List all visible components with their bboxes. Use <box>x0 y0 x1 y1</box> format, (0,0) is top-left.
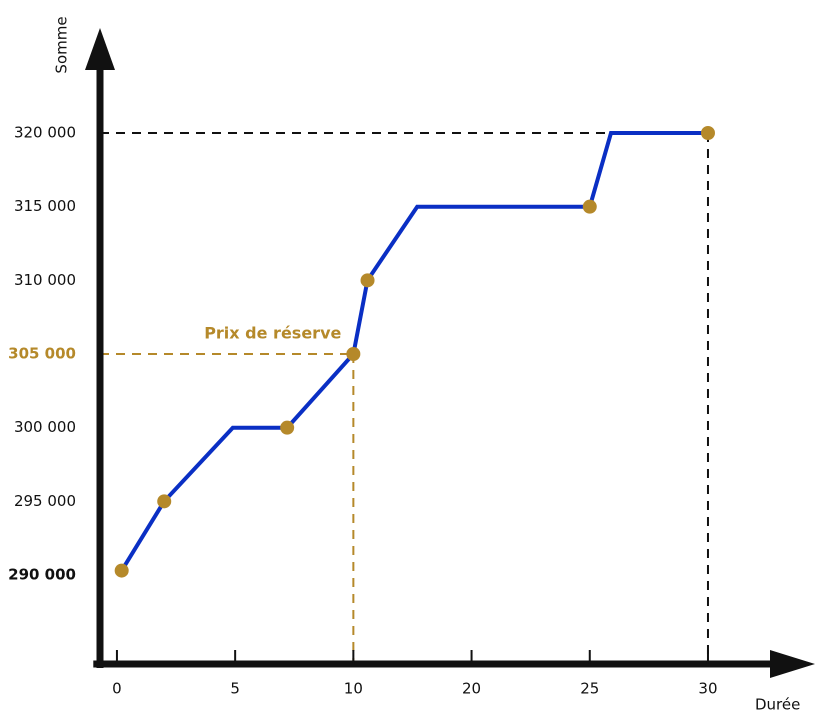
data-point <box>157 494 172 509</box>
y-tick-label: 300 000 <box>14 418 76 436</box>
data-point <box>346 347 361 361</box>
data-point <box>114 563 129 578</box>
y-tick-label: 320 000 <box>14 124 76 142</box>
y-tick-label: 290 000 <box>8 566 76 584</box>
x-tick-label: 5 <box>230 680 240 698</box>
data-point <box>582 199 597 214</box>
y-tick-label: 310 000 <box>14 271 76 289</box>
x-tick-label: 25 <box>580 680 599 698</box>
x-axis-label: Durée <box>755 696 800 714</box>
data-point <box>280 420 295 435</box>
x-tick-label: 30 <box>698 680 717 698</box>
annotation: Prix de réserve <box>204 324 341 343</box>
y-tick-label: 315 000 <box>14 197 76 215</box>
y-axis-arrow <box>85 28 115 70</box>
data-point <box>360 273 375 288</box>
y-tick-label: 305 000 <box>8 345 76 363</box>
line <box>119 131 708 572</box>
x-tick-label: 10 <box>344 680 363 698</box>
y-axis-label: Somme <box>53 16 71 73</box>
x-tick-label: 20 <box>462 680 481 698</box>
y-tick-label: 295 000 <box>14 492 76 510</box>
x-tick-label: 0 <box>112 680 122 698</box>
data-point <box>700 126 715 140</box>
x-axis-arrow <box>770 650 815 678</box>
